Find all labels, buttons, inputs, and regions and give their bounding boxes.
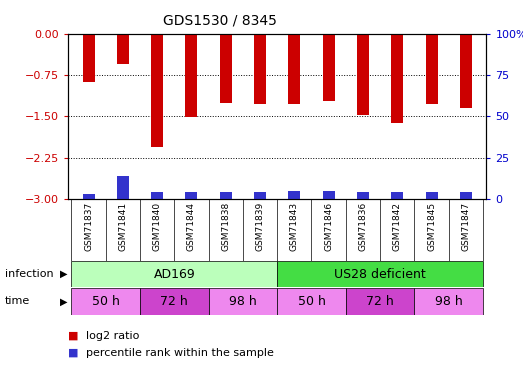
Bar <box>460 192 472 199</box>
Text: ■: ■ <box>68 348 78 357</box>
Bar <box>254 192 266 199</box>
Bar <box>391 192 403 199</box>
Bar <box>140 288 209 315</box>
Text: GSM71841: GSM71841 <box>118 202 128 251</box>
Text: 98 h: 98 h <box>435 295 462 308</box>
Bar <box>72 261 277 287</box>
Bar <box>323 190 335 199</box>
Bar <box>72 288 140 315</box>
Bar <box>357 192 369 199</box>
Text: log2 ratio: log2 ratio <box>86 331 140 340</box>
Bar <box>209 288 277 315</box>
Text: GSM71842: GSM71842 <box>393 202 402 251</box>
Bar <box>117 34 129 64</box>
Bar <box>288 34 300 104</box>
Text: ▶: ▶ <box>60 297 67 306</box>
Bar <box>414 288 483 315</box>
Text: GDS1530 / 8345: GDS1530 / 8345 <box>163 13 277 27</box>
Text: ▶: ▶ <box>60 269 67 279</box>
Text: GSM71839: GSM71839 <box>256 202 265 251</box>
Bar <box>426 192 438 199</box>
Bar <box>346 288 414 315</box>
Bar <box>220 34 232 102</box>
Text: time: time <box>5 297 30 306</box>
Text: GSM71837: GSM71837 <box>84 202 93 251</box>
Text: ■: ■ <box>68 331 78 340</box>
Text: GSM71836: GSM71836 <box>358 202 368 251</box>
Bar <box>254 34 266 104</box>
Bar <box>391 34 403 123</box>
Bar <box>323 34 335 101</box>
Text: 98 h: 98 h <box>229 295 257 308</box>
Bar <box>277 288 346 315</box>
Bar <box>83 194 95 199</box>
Bar <box>357 34 369 115</box>
Text: GSM71838: GSM71838 <box>221 202 230 251</box>
Text: 72 h: 72 h <box>161 295 188 308</box>
Bar <box>117 176 129 199</box>
Text: 72 h: 72 h <box>366 295 394 308</box>
Text: GSM71840: GSM71840 <box>153 202 162 251</box>
Text: 50 h: 50 h <box>298 295 325 308</box>
Bar <box>460 34 472 108</box>
Bar <box>186 192 198 199</box>
Bar <box>151 34 163 147</box>
Text: AD169: AD169 <box>153 268 195 280</box>
Text: US28 deficient: US28 deficient <box>334 268 426 280</box>
Text: 50 h: 50 h <box>92 295 120 308</box>
Bar <box>288 190 300 199</box>
Text: infection: infection <box>5 269 54 279</box>
Text: GSM71847: GSM71847 <box>461 202 470 251</box>
Bar <box>277 261 483 287</box>
Bar <box>83 34 95 82</box>
Text: percentile rank within the sample: percentile rank within the sample <box>86 348 274 357</box>
Bar <box>151 192 163 199</box>
Text: GSM71844: GSM71844 <box>187 202 196 251</box>
Text: GSM71846: GSM71846 <box>324 202 333 251</box>
Text: GSM71843: GSM71843 <box>290 202 299 251</box>
Bar <box>426 34 438 104</box>
Bar <box>186 34 198 117</box>
Bar <box>220 192 232 199</box>
Text: GSM71845: GSM71845 <box>427 202 436 251</box>
